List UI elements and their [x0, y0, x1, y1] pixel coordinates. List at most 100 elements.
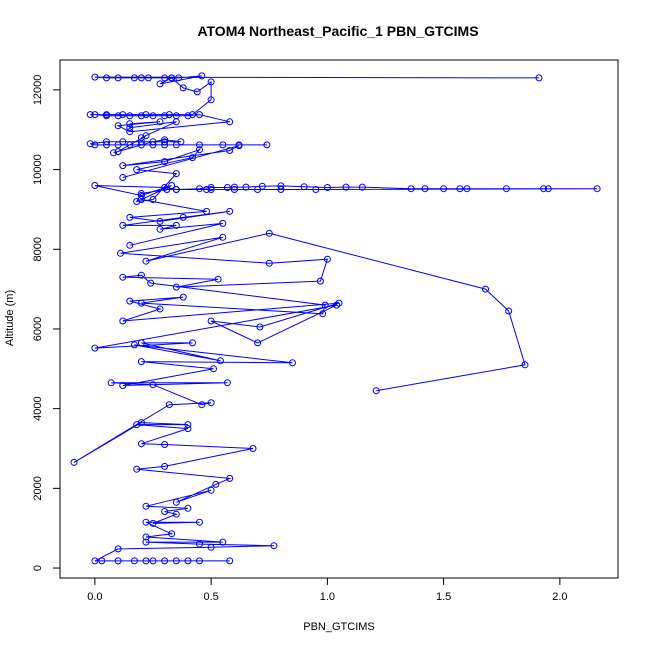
data-point — [196, 111, 203, 119]
data-point — [142, 132, 150, 140]
data-point — [165, 401, 173, 409]
data-point — [137, 134, 145, 142]
data-point — [544, 185, 552, 193]
data-point — [110, 149, 117, 157]
data-point — [219, 233, 227, 241]
y-tick-label: 6000 — [32, 317, 44, 341]
data-point — [161, 138, 169, 146]
data-point — [203, 186, 210, 193]
data-point — [156, 118, 164, 126]
data-point — [91, 141, 99, 149]
data-point — [114, 112, 122, 120]
data-point — [149, 141, 157, 149]
data-point — [91, 111, 99, 119]
data-point — [119, 174, 127, 181]
x-tick-label: 1.5 — [436, 591, 451, 603]
data-point — [226, 147, 234, 154]
data-point — [114, 141, 122, 149]
data-point — [149, 138, 157, 146]
data-point — [203, 207, 210, 215]
data-point — [163, 186, 171, 193]
data-point — [312, 186, 320, 193]
data-point — [161, 112, 169, 120]
data-point — [207, 543, 215, 551]
data-point — [114, 148, 122, 156]
data-point — [117, 249, 124, 257]
data-point — [342, 183, 350, 191]
data-point — [184, 112, 192, 120]
data-point — [119, 138, 127, 146]
data-point — [421, 185, 429, 193]
data-point — [505, 307, 513, 315]
data-point — [258, 182, 266, 190]
data-point — [161, 441, 169, 448]
y-axis: 0 2000 4000 6000 8000 10000 12000 — [32, 75, 60, 571]
data-point — [130, 74, 138, 82]
data-point — [91, 557, 99, 565]
data-point — [126, 241, 134, 249]
data-point — [161, 74, 169, 82]
data-point — [172, 283, 180, 291]
data-point — [130, 557, 138, 565]
data-point — [189, 339, 196, 347]
data-point — [321, 301, 329, 309]
y-tick-label: 8000 — [32, 237, 44, 261]
data-point — [265, 259, 273, 267]
data-point — [226, 207, 234, 215]
data-point — [161, 141, 169, 149]
data-point — [175, 74, 183, 82]
data-point — [212, 480, 220, 488]
data-point — [126, 128, 134, 136]
data-point — [165, 111, 173, 119]
data-point — [126, 141, 134, 149]
x-tick-label: 2.0 — [552, 591, 567, 603]
data-point — [172, 141, 180, 149]
data-point — [502, 185, 510, 193]
data-point — [133, 421, 141, 429]
data-point — [277, 186, 285, 193]
data-point — [149, 196, 157, 203]
data-point — [226, 474, 234, 482]
data-point — [119, 111, 127, 119]
data-point — [103, 141, 110, 149]
x-axis: 0.0 0.5 1.0 1.5 2.0 — [87, 578, 568, 603]
data-point — [254, 186, 262, 193]
data-point — [254, 339, 262, 347]
data-point — [149, 557, 157, 565]
data-point — [142, 538, 150, 546]
data-point — [142, 557, 150, 565]
data-point — [226, 118, 234, 126]
data-point — [535, 74, 543, 82]
data-point — [114, 122, 122, 130]
data-point — [210, 365, 217, 373]
data-point — [142, 533, 150, 541]
data-point — [189, 111, 196, 119]
data-point — [137, 440, 145, 448]
data-point — [107, 379, 115, 387]
data-point — [521, 361, 529, 369]
data-point — [184, 504, 192, 512]
data-point — [119, 382, 127, 389]
data-point — [196, 557, 203, 565]
data-point — [207, 78, 215, 86]
data-point — [91, 182, 99, 189]
data-point — [196, 518, 203, 526]
data-point — [265, 229, 273, 237]
data-point — [142, 518, 150, 526]
data-point — [133, 465, 141, 473]
data-point — [161, 557, 169, 565]
data-point — [161, 508, 169, 515]
data-point — [137, 358, 145, 366]
data-point — [149, 519, 157, 527]
data-point — [156, 217, 164, 225]
x-tick-label: 0.0 — [87, 591, 102, 603]
data-point — [149, 112, 157, 120]
data-point — [177, 138, 185, 146]
data-point — [440, 185, 448, 193]
data-point — [207, 96, 215, 104]
data-point — [91, 73, 99, 81]
data-point — [137, 112, 145, 120]
y-tick-label: 0 — [32, 565, 44, 571]
data-point — [161, 184, 169, 191]
